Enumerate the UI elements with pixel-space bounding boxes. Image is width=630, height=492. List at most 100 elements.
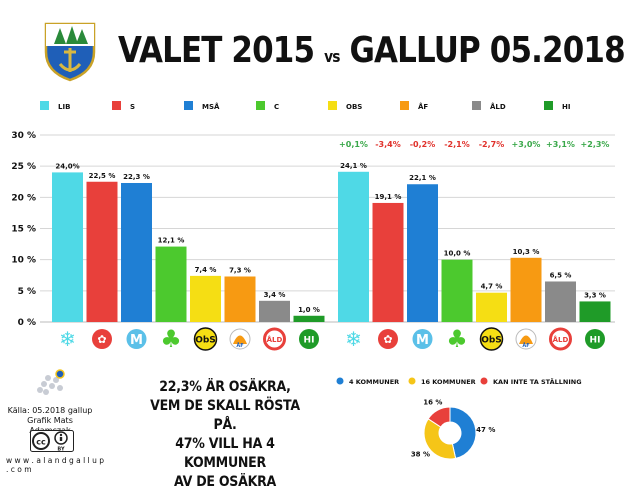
change-label: -3,4%: [375, 140, 401, 149]
bar-value-label: 24,1 %: [340, 162, 367, 170]
pie-slice-label: 16 %: [423, 398, 442, 406]
party-logo-obs-icon: [193, 327, 218, 351]
party-logo-obs-icon: [479, 327, 504, 351]
pie-slice: [427, 406, 451, 428]
bar: [579, 301, 611, 322]
bar-value-label: 1,0 %: [298, 306, 320, 314]
legend-label: LIB: [58, 103, 70, 111]
bar-value-label: 12,1 %: [158, 237, 185, 245]
party-logo-label: M: [130, 333, 143, 348]
bar: [510, 257, 542, 322]
stage: VALET 2015 vs GALLUP 05.2018 LIB S MSÅ C OBS…: [6, 22, 626, 490]
party-logo-hi-icon: [585, 329, 605, 349]
party-logo-rose-icon: [378, 329, 398, 349]
website-url: w w w . a l a n d g a l l u p . c o m: [6, 456, 104, 474]
bar-value-label: 7,3 %: [229, 266, 251, 274]
y-tick-label: 30 %: [11, 131, 36, 141]
note-line-4: AV DE OSÄKRA: [173, 474, 277, 490]
party-logo-msa-icon: [412, 329, 433, 349]
party-logo-rose-icon: [92, 329, 112, 349]
bar-value-label: 22,3 %: [123, 173, 150, 181]
legend-label: OBS: [346, 103, 362, 111]
bar-value-label: 7,4 %: [195, 266, 217, 274]
party-logo-label: HI: [304, 336, 315, 346]
y-tick-label: 0 %: [18, 318, 36, 328]
pie-legend-label: 4 KOMMUNER: [349, 378, 399, 386]
party-logo-msa-icon: [126, 329, 147, 349]
y-tick-label: 20 %: [11, 193, 36, 203]
bar-value-label: 3,4 %: [264, 291, 286, 299]
bar: [155, 246, 187, 322]
party-logo-af-icon: [519, 335, 533, 344]
legend-label: S: [130, 103, 135, 111]
y-tick-label: 5 %: [18, 287, 36, 297]
y-tick-label: 15 %: [11, 225, 36, 235]
legend-label: ÅLD: [490, 102, 506, 111]
bar: [121, 182, 152, 322]
svg-text:cc: cc: [36, 438, 46, 447]
pie-legend-marker: [408, 377, 416, 385]
party-logo-label: M: [416, 333, 429, 348]
party-logo-clover-icon: ♣: [446, 325, 468, 353]
change-label: +3,1%: [546, 140, 575, 149]
title-right: GALLUP 05.2018: [349, 30, 625, 71]
bar: [441, 259, 473, 322]
party-logo-label: ObS: [481, 336, 502, 346]
title-vs: vs: [324, 47, 340, 66]
cc-by-badge-icon: cc BY: [30, 430, 74, 452]
change-label: -0,2%: [410, 140, 436, 149]
legend-swatch: [328, 101, 337, 110]
bar-value-label: 3,3 %: [584, 291, 606, 299]
bar: [407, 184, 438, 322]
legend-swatch: [472, 101, 481, 110]
legend-label: ÅF: [418, 102, 428, 111]
party-logo-af-icon: [233, 335, 247, 344]
party-logo-label: ✿: [383, 333, 392, 346]
cc-by-label: BY: [57, 447, 65, 453]
bar: [293, 315, 325, 322]
legend-swatch: [40, 101, 49, 110]
aland-map-icon: [37, 369, 65, 395]
bar: [86, 181, 118, 322]
bar: [545, 281, 576, 322]
page-title: VALET 2015 vs GALLUP 05.2018: [118, 30, 626, 71]
bar: [190, 275, 221, 322]
party-logo-snowflake-icon: ❄: [345, 327, 362, 351]
bar-value-label: 19,1 %: [375, 193, 402, 201]
y-tick-label: 10 %: [11, 256, 36, 266]
change-label: +2,3%: [581, 140, 610, 149]
pie-legend-label: 16 KOMMUNER: [421, 378, 476, 386]
legend-swatch: [256, 101, 265, 110]
pie-legend-marker: [480, 377, 488, 385]
party-logo-label: HI: [590, 336, 601, 346]
coat-of-arms-icon: [44, 22, 96, 82]
note-line-2: VEM DE SKALL RÖSTA PÅ.: [150, 398, 300, 433]
bar-value-label: 6,5 %: [550, 271, 572, 279]
bar-value-label: 10,0 %: [444, 250, 471, 258]
pie-slice-label: 38 %: [411, 451, 430, 459]
change-label: +0,1%: [339, 140, 368, 149]
party-logo-ald-icon: [549, 327, 572, 351]
party-logo-label: ÅF: [236, 342, 243, 349]
party-logo-label: ÅLD: [267, 335, 283, 344]
change-label: -2,1%: [444, 140, 470, 149]
party-logo-ald-icon: [263, 327, 286, 351]
bar-value-label: 24,0%: [55, 162, 79, 170]
undecided-note: 22,3% ÄR OSÄKRA, VEM DE SKALL RÖSTA PÅ. …: [130, 378, 320, 492]
y-tick-label: 25 %: [11, 162, 36, 172]
bar-value-label: 22,1 %: [409, 174, 436, 182]
party-logo-label: ✿: [97, 333, 106, 346]
pie-legend-marker: [336, 377, 344, 385]
pie-legend-label: KAN INTE TA STÄLLNING: [493, 377, 582, 386]
bar: [338, 171, 369, 322]
legend-swatch: [112, 101, 121, 110]
pie-slice: [423, 418, 457, 460]
bar: [224, 276, 256, 322]
bar-value-label: 22,5 %: [89, 172, 116, 180]
title-left: VALET 2015: [118, 30, 315, 71]
bar: [52, 172, 83, 322]
pie-slice: [449, 406, 477, 459]
bar: [259, 300, 290, 322]
legend-swatch: [544, 101, 553, 110]
legend-swatch: [400, 101, 409, 110]
